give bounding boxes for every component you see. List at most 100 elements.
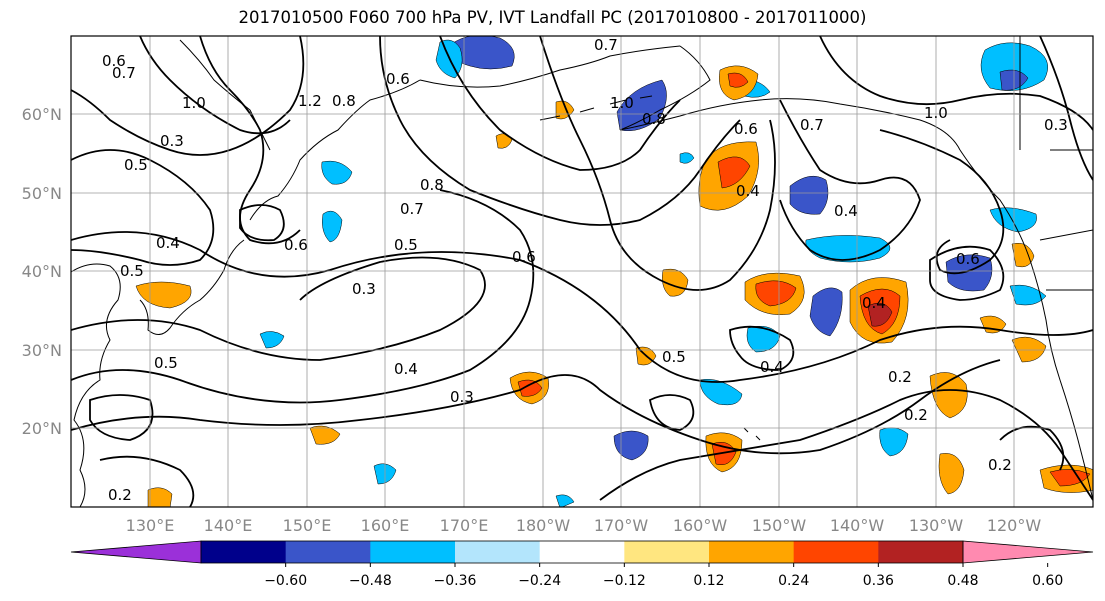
colorbar-extend-min <box>70 540 202 564</box>
contour-label: 0.4 <box>862 294 886 312</box>
contour-label: 0.6 <box>734 120 758 138</box>
positive-anomaly <box>1049 469 1091 487</box>
positive-anomaly <box>717 156 751 189</box>
lon-label: 130°E <box>126 516 175 535</box>
negative-anomaly <box>746 326 781 353</box>
negative-anomaly <box>789 175 829 215</box>
colorbar-bin <box>709 541 795 563</box>
negative-anomaly <box>679 152 695 164</box>
contour-label: 0.8 <box>332 92 356 110</box>
contour-label: 0.5 <box>394 236 418 254</box>
colorbar-bin <box>370 541 456 563</box>
positive-anomaly <box>495 133 513 149</box>
negative-anomaly <box>259 331 285 349</box>
colorbar-bin <box>793 541 879 563</box>
contour-label: 0.6 <box>386 70 410 88</box>
negative-anomaly <box>945 254 993 292</box>
contour-label: 1.0 <box>182 94 206 112</box>
pv-contour <box>71 36 305 156</box>
contour-label: 0.3 <box>450 388 474 406</box>
contour-label: 0.2 <box>988 456 1012 474</box>
contour-label: 0.4 <box>394 360 418 378</box>
colorbar-tick-label: −0.12 <box>603 573 646 589</box>
contour-label: 0.3 <box>352 280 376 298</box>
positive-anomaly <box>662 268 689 297</box>
map-title: 2017010500 F060 700 hPa PV, IVT Landfall… <box>238 8 867 27</box>
colorbar-tick-label: −0.60 <box>264 573 307 589</box>
contour-label: 0.5 <box>124 156 148 174</box>
negative-anomaly <box>1009 284 1047 306</box>
pv-contour <box>879 129 1005 275</box>
pv-contour <box>239 204 285 242</box>
pv-contour <box>99 455 195 507</box>
lat-label: 60°N <box>22 105 62 124</box>
colorbar-tick-label: 0.12 <box>693 573 724 589</box>
positive-anomaly <box>727 72 749 88</box>
negative-anomaly <box>809 287 843 337</box>
latitude-labels: 20°N 30°N 40°N 50°N 60°N <box>22 105 62 438</box>
contour-label: 0.3 <box>1044 116 1068 134</box>
colorbar-outline <box>200 540 964 564</box>
na-interior <box>1019 36 1093 291</box>
contour-label: 0.8 <box>642 110 666 128</box>
contour-label: 0.5 <box>662 348 686 366</box>
negative-anomaly <box>321 160 353 185</box>
contour-label: 1.0 <box>610 94 634 112</box>
negative-anomaly <box>555 494 575 507</box>
positive-anomaly <box>755 280 797 307</box>
pv-contour <box>439 36 681 171</box>
contour-label: 0.5 <box>154 354 178 372</box>
lat-label: 50°N <box>22 184 62 203</box>
plot-frame <box>70 35 1094 508</box>
colorbar-extend-max <box>962 540 1094 564</box>
contour-label: 0.6 <box>284 236 308 254</box>
pv-contour <box>71 231 1093 383</box>
colorbar-bin <box>285 541 371 563</box>
contour-label: 0.5 <box>120 262 144 280</box>
pv-contour <box>1039 36 1093 181</box>
pv-contour <box>599 389 1093 501</box>
lon-label: 160°E <box>361 516 410 535</box>
lat-label: 40°N <box>22 262 62 281</box>
positive-anomaly <box>1011 243 1035 268</box>
north-america-coast <box>959 149 1093 501</box>
asia-coast <box>71 263 121 507</box>
contour-label: 0.4 <box>156 234 180 252</box>
colorbar-bin <box>201 541 287 563</box>
pv-contour <box>139 36 291 135</box>
colorbar-bin <box>624 541 710 563</box>
positive-anomaly <box>938 453 965 495</box>
colorbar-tick-label: −0.24 <box>518 573 561 589</box>
negative-anomaly <box>613 430 649 461</box>
colorbar-tick-label: 0.48 <box>947 573 978 589</box>
lon-label: 130°W <box>909 516 964 535</box>
contour-label: 0.7 <box>800 116 824 134</box>
contour-label: 1.2 <box>298 92 322 110</box>
lat-label: 30°N <box>22 341 62 360</box>
lon-label: 140°W <box>830 516 885 535</box>
lon-label: 150°W <box>752 516 807 535</box>
positive-anomaly <box>309 425 341 445</box>
pv-contour <box>199 36 301 245</box>
contour-label: 0.7 <box>594 36 618 54</box>
negative-anomaly <box>322 210 343 243</box>
pv-contour <box>71 149 215 266</box>
pv-contour <box>648 394 695 431</box>
colorbar-bin <box>455 541 541 563</box>
contour-label: 0.2 <box>888 368 912 386</box>
pv-contour <box>539 36 776 291</box>
lon-label: 170°E <box>440 516 489 535</box>
longitude-labels: 130°E 140°E 150°E 160°E 170°E 180°W 170°… <box>126 516 1042 535</box>
colorbar-bin <box>878 541 964 563</box>
contour-label: 0.2 <box>904 406 928 424</box>
plot-area <box>71 36 1093 507</box>
contour-label: 0.7 <box>112 64 136 82</box>
contour-label: 0.6 <box>102 52 126 70</box>
contour-label: 0.6 <box>956 250 980 268</box>
aleutians <box>539 95 653 121</box>
pv-contour <box>929 245 1005 301</box>
contour-label: 0.6 <box>512 248 536 266</box>
lon-label: 170°W <box>594 516 649 535</box>
lon-label: 120°W <box>987 516 1042 535</box>
